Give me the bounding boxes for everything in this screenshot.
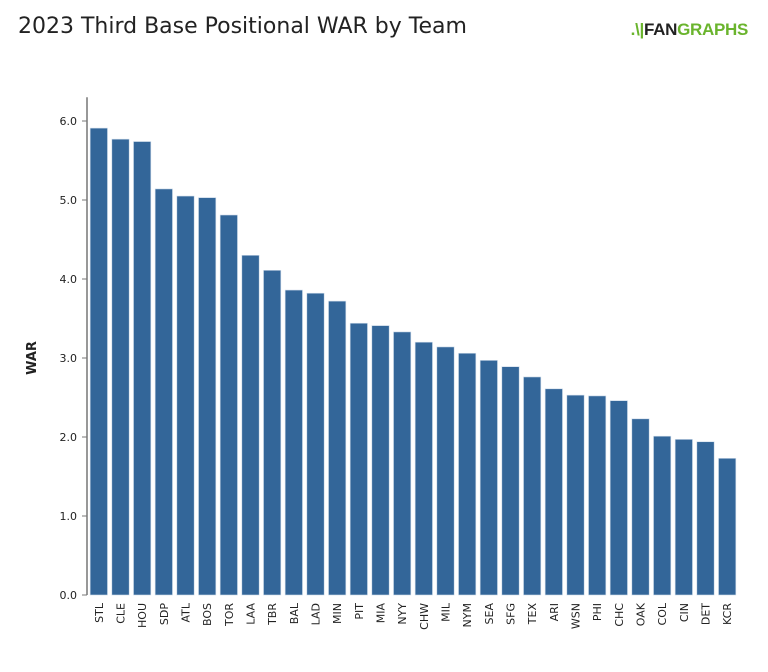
x-tick-label: PIT — [353, 603, 366, 620]
x-tick-label: CHC — [613, 603, 626, 627]
bar-bos — [198, 197, 217, 596]
bar-min — [328, 300, 347, 596]
bar-bal — [284, 289, 303, 596]
x-tick-label: TBR — [266, 603, 279, 626]
bar-lad — [306, 292, 325, 596]
bar-sdp — [154, 188, 173, 596]
y-tick-label: 0.0 — [60, 589, 78, 602]
bar-chc — [609, 400, 628, 596]
bar-col — [653, 435, 672, 596]
x-tick-label: ATL — [180, 602, 193, 622]
bar-nym — [458, 352, 477, 596]
bar-nyy — [393, 331, 412, 596]
y-tick-label: 2.0 — [60, 431, 78, 444]
x-tick-label: HOU — [136, 603, 149, 628]
chart-title: 2023 Third Base Positional WAR by Team — [18, 14, 467, 39]
y-axis-label: WAR — [25, 341, 40, 375]
y-tick-label: 6.0 — [60, 115, 78, 128]
logo-text-graphs: GRAPHS — [677, 20, 748, 39]
y-tick-label: 5.0 — [60, 194, 78, 207]
bar-tbr — [263, 270, 282, 596]
bar-phi — [588, 395, 607, 596]
x-tick-label: DET — [700, 603, 713, 625]
x-tick-label: LAD — [310, 603, 323, 625]
x-tick-label: SEA — [483, 603, 496, 625]
bar-hou — [133, 141, 152, 596]
bar-cin — [674, 439, 693, 596]
x-tick-label: BAL — [288, 602, 301, 624]
bar-stl — [89, 127, 108, 596]
x-tick-label: CIN — [678, 603, 691, 622]
x-tick-label: CLE — [115, 603, 128, 624]
x-tick-label: MIA — [375, 603, 388, 624]
x-tick-label: BOS — [201, 603, 214, 626]
x-tick-label: COL — [656, 602, 669, 625]
x-tick-label: KCR — [721, 603, 734, 625]
bar-sea — [479, 360, 498, 596]
x-tick-label: SDP — [158, 603, 171, 625]
x-tick-label: OAK — [635, 602, 648, 626]
bar-det — [696, 441, 715, 596]
logo-text-fan: FAN — [643, 20, 678, 39]
x-tick-label: TEX — [526, 603, 539, 626]
x-tick-label: STL — [93, 602, 106, 623]
bar-atl — [176, 195, 195, 596]
bar-tex — [523, 376, 542, 596]
x-tick-label: WSN — [570, 603, 583, 629]
x-tick-label: LAA — [245, 603, 258, 625]
fangraphs-logo: .\|FANGRAPHS — [630, 20, 749, 39]
x-tick-label: NYM — [461, 603, 474, 627]
x-tick-label: SFG — [505, 603, 518, 625]
x-tick-label: MIL — [440, 602, 453, 622]
bar-kcr — [718, 458, 737, 596]
y-tick-label: 1.0 — [60, 510, 78, 523]
bar-mil — [436, 346, 455, 596]
x-tick-label: CHW — [418, 603, 431, 630]
bar-laa — [241, 255, 260, 596]
bar-sfg — [501, 366, 520, 596]
x-tick-label: NYY — [396, 603, 409, 625]
bar-mia — [371, 325, 390, 596]
y-tick-label: 4.0 — [60, 273, 78, 286]
bar-ari — [544, 388, 563, 596]
bar-wsn — [566, 394, 585, 596]
bar-tor — [219, 214, 238, 596]
x-tick-label: PHI — [591, 603, 604, 621]
bar-chw — [414, 341, 433, 596]
bar-oak — [631, 418, 650, 596]
x-tick-label: MIN — [331, 603, 344, 624]
x-tick-label: ARI — [548, 603, 561, 621]
bar-pit — [349, 322, 368, 596]
x-tick-label: TOR — [223, 603, 236, 627]
bar-cle — [111, 138, 130, 596]
y-tick-label: 3.0 — [60, 352, 78, 365]
